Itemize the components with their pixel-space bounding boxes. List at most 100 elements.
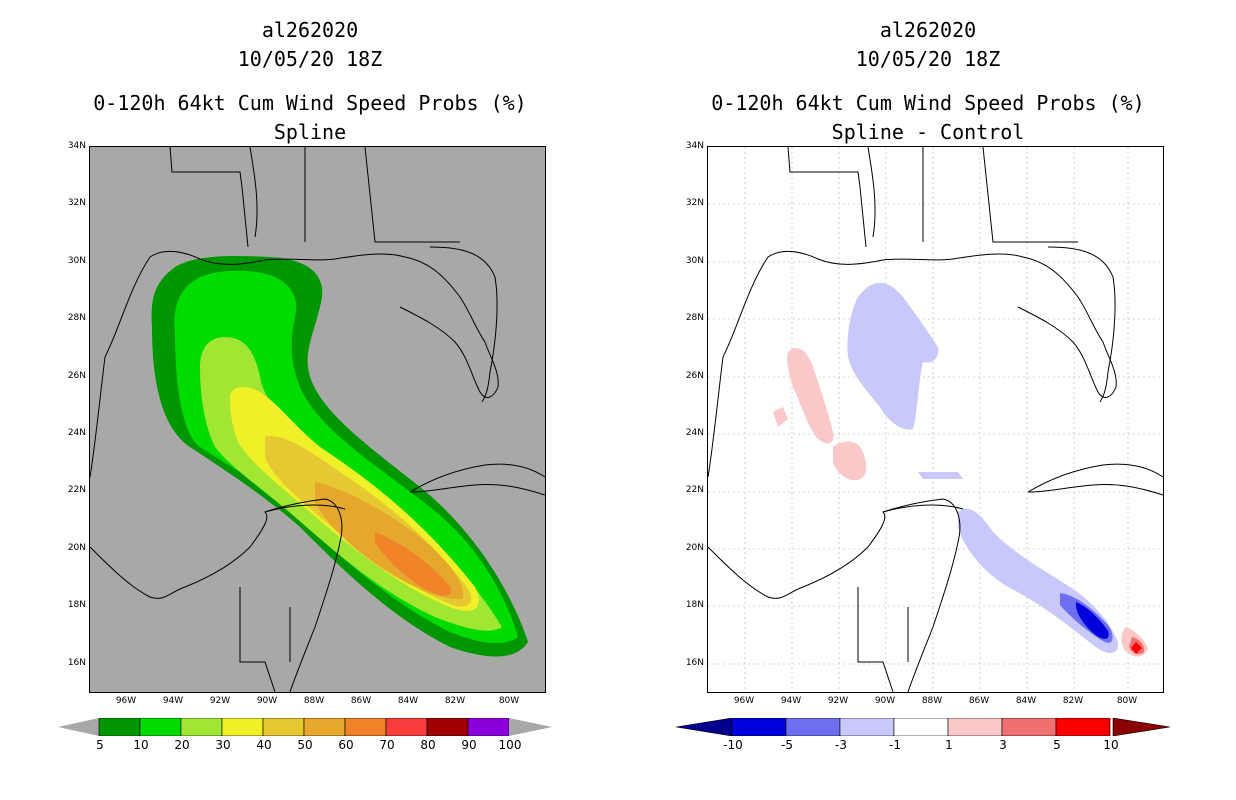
colorbar-label: 60 bbox=[338, 738, 354, 752]
colorbar-label: -1 bbox=[889, 738, 901, 752]
lon-label: 94W bbox=[780, 696, 802, 706]
colorbar-cell bbox=[731, 718, 787, 736]
left-map-svg bbox=[90, 147, 545, 692]
diff-positive-small-1 bbox=[773, 407, 788, 427]
left-title-date: 10/05/20 18Z bbox=[237, 47, 383, 71]
right-colorbar-cells bbox=[731, 718, 1111, 736]
left-colorbar-swatches bbox=[58, 718, 552, 736]
lon-label: 90W bbox=[256, 696, 278, 706]
cuba-coastline-right bbox=[1027, 463, 1163, 496]
lon-label: 82W bbox=[444, 696, 466, 706]
lat-label: 24N bbox=[67, 428, 86, 438]
left-title: al262020 10/05/20 18Z 0-120h 64kt Cum Wi… bbox=[50, 16, 570, 147]
colorbar-label: 5 bbox=[1053, 738, 1061, 752]
lat-label: 24N bbox=[685, 428, 704, 438]
colorbar-label: 50 bbox=[297, 738, 313, 752]
left-title-storm: al262020 bbox=[261, 18, 359, 42]
lon-label: 80W bbox=[1116, 696, 1138, 706]
diff-positive-west bbox=[787, 347, 834, 444]
left-map bbox=[89, 146, 546, 693]
lat-label: 28N bbox=[67, 313, 86, 323]
lat-label: 26N bbox=[685, 371, 704, 381]
lat-label: 18N bbox=[67, 600, 86, 610]
gulf-coastline bbox=[90, 250, 499, 692]
right-title-product: 0-120h 64kt Cum Wind Speed Probs (%) bbox=[711, 91, 1145, 115]
colorbar-cell bbox=[1001, 718, 1057, 736]
left-title-method: Spline bbox=[273, 120, 347, 144]
lon-label: 90W bbox=[874, 696, 896, 706]
lat-label: 22N bbox=[67, 485, 86, 495]
lat-label: 32N bbox=[67, 198, 86, 208]
lon-label: 80W bbox=[498, 696, 520, 706]
colorbar-cell bbox=[1055, 718, 1111, 736]
central-america-borders bbox=[239, 587, 291, 692]
colorbar-cell bbox=[467, 718, 510, 736]
lon-label: 96W bbox=[733, 696, 755, 706]
right-title-method: Spline - Control bbox=[831, 120, 1025, 144]
florida-coastline-right bbox=[1047, 246, 1116, 403]
lat-label: 26N bbox=[67, 371, 86, 381]
lon-label: 94W bbox=[162, 696, 184, 706]
colorbar-label: 30 bbox=[215, 738, 231, 752]
colorbar-label: 20 bbox=[174, 738, 190, 752]
lon-label: 82W bbox=[1062, 696, 1084, 706]
colorbar-label: 10 bbox=[133, 738, 149, 752]
colorbar-cell bbox=[344, 718, 387, 736]
gulf-coastline-right bbox=[708, 250, 1117, 692]
lat-label: 34N bbox=[685, 141, 704, 151]
lon-label: 92W bbox=[209, 696, 231, 706]
diff-positive-southwest bbox=[833, 441, 867, 481]
diff-negative-north bbox=[847, 282, 939, 430]
lon-label: 88W bbox=[921, 696, 943, 706]
colorbar-cell bbox=[839, 718, 895, 736]
colorbar-label: 1 bbox=[945, 738, 953, 752]
grid-lines bbox=[708, 147, 1163, 692]
right-title: al262020 10/05/20 18Z 0-120h 64kt Cum Wi… bbox=[668, 16, 1188, 147]
colorbar-label: 100 bbox=[498, 738, 522, 752]
colorbar-label: -5 bbox=[781, 738, 793, 752]
right-title-storm: al262020 bbox=[879, 18, 977, 42]
colorbar-label: 70 bbox=[379, 738, 395, 752]
colorbar-cell bbox=[180, 718, 223, 736]
colorbar-label: 40 bbox=[256, 738, 272, 752]
diff-positive-east-max bbox=[1131, 642, 1142, 654]
central-america-borders-right bbox=[857, 587, 909, 692]
colorbar-cell bbox=[303, 718, 346, 736]
colorbar-cell bbox=[893, 718, 949, 736]
lat-label: 18N bbox=[685, 600, 704, 610]
diff-negative-track-max bbox=[1076, 602, 1109, 639]
lon-label: 96W bbox=[115, 696, 137, 706]
cuba-coastline bbox=[409, 463, 545, 496]
right-map bbox=[707, 146, 1164, 693]
lon-label: 86W bbox=[350, 696, 372, 706]
colorbar-cell bbox=[139, 718, 182, 736]
colorbar-label: -10 bbox=[723, 738, 743, 752]
right-map-svg bbox=[708, 147, 1163, 692]
colorbar-label: 80 bbox=[420, 738, 436, 752]
right-colorbar-high-arrow bbox=[1112, 718, 1171, 736]
diff-negative-small bbox=[918, 472, 963, 479]
left-title-product: 0-120h 64kt Cum Wind Speed Probs (%) bbox=[93, 91, 527, 115]
prob-swath-60 bbox=[375, 532, 452, 596]
lat-label: 20N bbox=[67, 543, 86, 553]
left-colorbar-low-arrow bbox=[58, 718, 99, 736]
lat-label: 22N bbox=[685, 485, 704, 495]
lat-label: 16N bbox=[67, 658, 86, 668]
state-borders bbox=[169, 147, 460, 248]
colorbar-cell bbox=[262, 718, 305, 736]
left-colorbar-cells bbox=[98, 718, 510, 736]
colorbar-cell bbox=[221, 718, 264, 736]
right-title-date: 10/05/20 18Z bbox=[855, 47, 1001, 71]
colorbar-label: 10 bbox=[1103, 738, 1119, 752]
colorbar-label: -3 bbox=[835, 738, 847, 752]
right-colorbar-low-arrow bbox=[676, 718, 733, 736]
lat-label: 30N bbox=[685, 256, 704, 266]
colorbar-cell bbox=[426, 718, 469, 736]
lat-label: 16N bbox=[685, 658, 704, 668]
lon-label: 88W bbox=[303, 696, 325, 706]
colorbar-label: 3 bbox=[999, 738, 1007, 752]
colorbar-cell bbox=[947, 718, 1003, 736]
lon-label: 84W bbox=[1015, 696, 1037, 706]
lat-label: 28N bbox=[685, 313, 704, 323]
right-colorbar-swatches bbox=[676, 718, 1171, 736]
